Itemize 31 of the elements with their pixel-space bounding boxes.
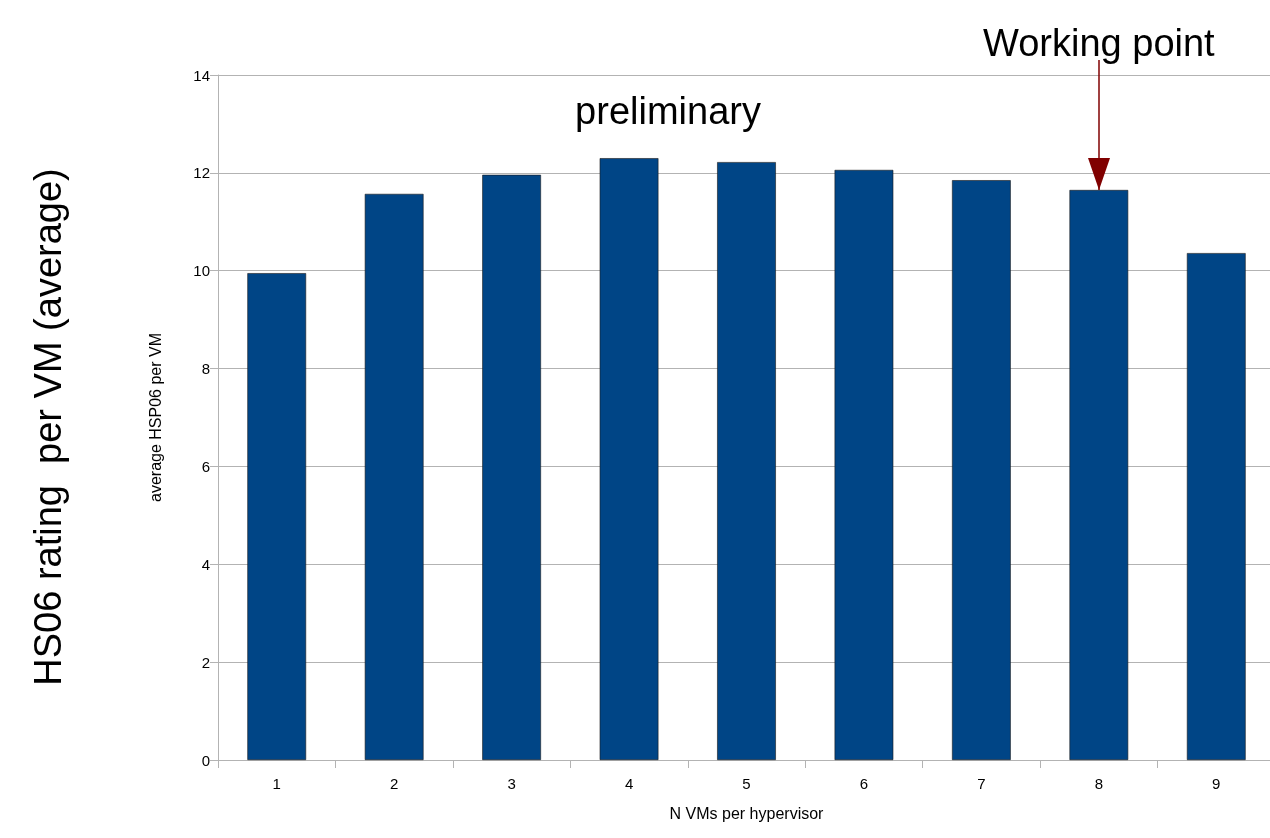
annotation: preliminary	[575, 90, 761, 132]
y-tick-label: 8	[201, 360, 210, 378]
y-axis-title: average HSP06 per VM	[146, 333, 164, 502]
text: HS06 rating per VM (average)	[27, 168, 69, 686]
x-tick-label: 9	[1212, 775, 1221, 792]
x-tick-label: 1	[272, 775, 281, 792]
x-tick-label: 6	[859, 775, 869, 792]
x-tick-label: 4	[624, 775, 634, 792]
bar	[247, 273, 307, 760]
bar	[1186, 253, 1246, 760]
bar	[717, 162, 776, 760]
x-tick-label: 8	[1094, 775, 1104, 792]
y-tick-label: 14	[193, 66, 210, 84]
y-tick-label: 6	[201, 457, 210, 475]
x-tick-label: 5	[742, 775, 751, 792]
x-tick-label: 7	[977, 775, 986, 792]
bar	[364, 193, 424, 760]
x-axis-title: N VMs per hypervisor	[669, 804, 825, 822]
bar	[599, 158, 659, 760]
y-tick-label: 4	[201, 555, 210, 573]
y-tick-label: 10	[193, 262, 210, 280]
x-tick-label: 3	[507, 775, 516, 792]
bar	[1069, 189, 1129, 760]
annotation: Working point	[983, 22, 1216, 64]
x-tick-label: 2	[389, 775, 399, 792]
bar	[834, 169, 894, 760]
y-tick-label: 12	[193, 164, 210, 182]
y-tick-label: 2	[201, 653, 210, 671]
bar	[482, 174, 541, 760]
y-tick-label: 0	[201, 751, 210, 769]
bar	[952, 180, 1011, 760]
